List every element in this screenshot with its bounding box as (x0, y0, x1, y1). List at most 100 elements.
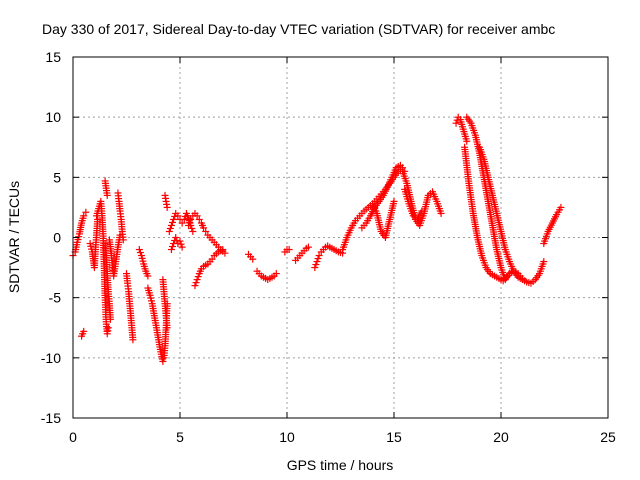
data-point-marker (418, 207, 426, 215)
data-point-marker (314, 255, 322, 263)
axis-ticks: 0 5 10 15 20 25 -15 -10 -5 0 5 10 15 (41, 49, 616, 445)
series-seg-noon-1 (244, 250, 257, 263)
data-point-marker (106, 315, 114, 323)
data-point-marker (453, 116, 461, 124)
series-seg-evening-3 (463, 113, 526, 284)
data-point-marker (129, 336, 137, 344)
data-point-marker (186, 218, 194, 226)
data-point-marker (311, 264, 319, 272)
data-point-marker (135, 246, 143, 254)
y-tick-label: 10 (45, 109, 61, 125)
data-point-marker (285, 246, 293, 254)
data-point-marker (80, 327, 88, 335)
data-point-marker (188, 224, 196, 232)
data-point-marker (173, 237, 181, 245)
data-point-marker (208, 255, 216, 263)
series-seg-evening-1 (452, 113, 471, 145)
series-seg-evening-2 (461, 143, 516, 285)
grid (73, 57, 608, 418)
data-point-marker (166, 224, 174, 232)
series-seg-aft-4 (369, 197, 398, 241)
data-point-marker (189, 227, 197, 235)
data-points (69, 113, 565, 365)
series-seg-aft-1 (311, 242, 347, 272)
data-point-marker (540, 258, 548, 266)
series-seg-early-8 (114, 189, 127, 244)
data-point-marker (176, 237, 184, 245)
x-axis-label: GPS time / hours (287, 457, 394, 473)
data-point-marker (163, 203, 171, 211)
series-seg-noon-2 (253, 267, 280, 284)
series-seg-aft-2 (339, 164, 409, 254)
data-point-marker (170, 215, 178, 223)
data-point-marker (191, 282, 199, 290)
data-point-marker (178, 243, 186, 251)
series-seg-aft-6 (401, 185, 426, 223)
series-seg-evening-4 (476, 143, 548, 287)
data-point-marker (167, 246, 175, 254)
data-point-marker (167, 221, 175, 229)
data-point-marker (195, 215, 203, 223)
data-point-marker (180, 215, 188, 223)
x-tick-label: 5 (176, 429, 184, 445)
series-seg-early-3 (86, 215, 102, 272)
series-seg-morning-4 (185, 209, 229, 257)
data-point-marker (396, 161, 404, 169)
data-point-marker (312, 261, 320, 269)
series-seg-morning-1 (161, 191, 171, 211)
data-point-marker (163, 324, 171, 332)
data-point-marker (80, 212, 88, 220)
data-point-marker (313, 258, 321, 266)
series-seg-early-10 (135, 246, 152, 280)
data-point-marker (172, 234, 180, 241)
series-seg-aft-5 (399, 167, 445, 229)
series-seg-early-7 (105, 231, 124, 280)
data-point-marker (171, 212, 179, 220)
data-point-marker (178, 219, 186, 227)
data-point-marker (463, 137, 471, 145)
data-point-marker (165, 227, 173, 235)
data-point-marker (192, 279, 200, 287)
data-point-marker (437, 209, 445, 217)
series-seg-early-6 (101, 177, 111, 199)
x-tick-label: 20 (493, 429, 509, 445)
data-point-marker (221, 249, 229, 257)
data-point-marker (200, 224, 208, 232)
data-point-marker (185, 221, 193, 229)
data-point-marker (557, 203, 565, 211)
series-seg-dip-2 (159, 276, 171, 332)
data-point-marker (82, 208, 90, 216)
data-point-marker (169, 218, 177, 226)
y-tick-label: -15 (41, 410, 61, 426)
data-point-marker (104, 324, 112, 332)
data-point-marker (304, 243, 312, 251)
data-point-marker (136, 249, 144, 257)
series-seg-early-5 (101, 240, 114, 323)
series-seg-noon-3 (281, 246, 293, 256)
series-seg-evening-5 (540, 203, 565, 248)
series-seg-noon-4 (292, 243, 312, 264)
chart-title: Day 330 of 2017, Sidereal Day-to-day VTE… (42, 21, 555, 37)
y-tick-label: -5 (49, 290, 62, 306)
data-point-marker (169, 243, 177, 251)
data-point-marker (193, 276, 201, 284)
data-point-marker (390, 197, 398, 205)
data-point-marker (119, 236, 127, 244)
data-point-marker (177, 240, 185, 248)
data-point-marker (174, 212, 182, 220)
y-tick-label: 5 (53, 169, 61, 185)
series-seg-morning-3 (167, 234, 186, 254)
series-seg-early-1 (69, 208, 90, 260)
y-tick-label: 0 (53, 230, 61, 246)
data-point-marker (159, 357, 167, 365)
x-tick-label: 0 (69, 429, 77, 445)
data-point-marker (272, 270, 280, 278)
data-point-marker (193, 212, 201, 220)
x-tick-label: 10 (279, 429, 295, 445)
x-tick-label: 15 (386, 429, 402, 445)
y-tick-label: 15 (45, 49, 61, 65)
data-point-marker (452, 119, 460, 127)
y-tick-label: -10 (41, 350, 61, 366)
y-axis-label: SDTVAR / TECUs (6, 181, 22, 293)
